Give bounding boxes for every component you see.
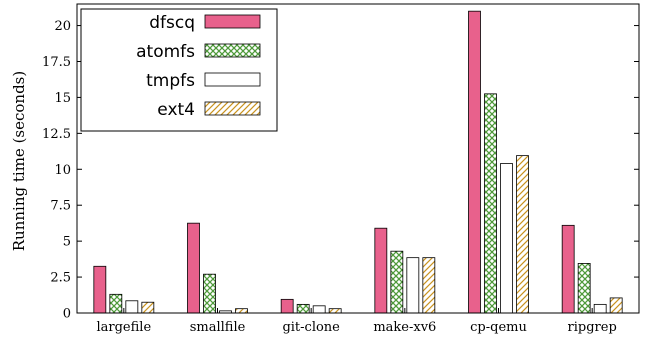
- bar-ext4-git-clone: [328, 308, 342, 314]
- bar-dfscq-ripgrep: [561, 224, 575, 314]
- bar-atomfs-smallfile: [203, 273, 216, 314]
- bar-ext4-cp-qemu: [516, 155, 529, 314]
- bar-tmpfs-cp-qemu: [500, 163, 513, 314]
- y-tick-label: 7.5: [50, 199, 71, 214]
- y-tick-label: 2.5: [50, 271, 71, 286]
- bar-atomfs-make-xv6: [390, 250, 404, 314]
- bar-tmpfs-ripgrep: [593, 303, 607, 314]
- bar-dfscq-smallfile: [187, 222, 200, 314]
- bar-tmpfs-largefile: [125, 300, 139, 314]
- bar-atomfs-ripgrep: [577, 263, 591, 314]
- legend-swatch-tmpfs: [204, 72, 261, 87]
- y-tick-label: 20: [54, 19, 71, 34]
- bar-dfscq-largefile: [93, 265, 107, 314]
- plot-frame: [76, 3, 640, 314]
- x-tick-labels: largefile smallfile git-clone make-xv6 cp-qe…: [96, 308, 617, 335]
- legend-swatch-ext4: [204, 101, 261, 116]
- y-tick-label: 0: [63, 307, 71, 322]
- legend-swatch-atomfs: [204, 43, 261, 58]
- x-tick-label: cp-qemu: [470, 320, 527, 335]
- bars: [93, 10, 623, 314]
- x-tick-label: smallfile: [190, 320, 246, 335]
- bar-atomfs-cp-qemu: [484, 93, 497, 314]
- legend-label-atomfs: atomfs: [136, 42, 195, 62]
- bar-dfscq-cp-qemu: [468, 10, 481, 314]
- y-tick-label: 10: [54, 163, 71, 178]
- bar-ext4-make-xv6: [422, 257, 436, 314]
- bar-dfscq-make-xv6: [374, 227, 388, 314]
- legend: dfscq atomfs tmpfs ext4: [80, 8, 278, 132]
- y-axis-label: Running time (seconds): [10, 71, 28, 251]
- y-tick-label: 12.5: [42, 127, 71, 142]
- legend-label-tmpfs: tmpfs: [146, 71, 195, 91]
- bar-ext4-largefile: [141, 301, 155, 314]
- bar-ext4-ripgrep: [609, 297, 623, 314]
- bar-atomfs-largefile: [109, 293, 123, 314]
- y-tick-label: 15: [54, 91, 71, 106]
- y-tick-label: 5: [63, 235, 71, 250]
- bar-tmpfs-make-xv6: [406, 257, 420, 314]
- legend-label-ext4: ext4: [157, 100, 195, 120]
- y-tick-label: 17.5: [42, 55, 71, 70]
- x-tick-label: ripgrep: [568, 320, 617, 335]
- x-tick-label: make-xv6: [373, 320, 436, 335]
- legend-swatch-dfscq: [204, 14, 261, 29]
- bar-ext4-smallfile: [235, 308, 248, 314]
- x-tick-label: largefile: [96, 320, 151, 335]
- bar-tmpfs-git-clone: [312, 305, 326, 314]
- y-ticks: 0 2.5 5 7.5 10 12.5 15 17.5 20: [42, 19, 639, 322]
- bar-dfscq-git-clone: [280, 298, 294, 314]
- x-tick-label: git-clone: [282, 320, 340, 335]
- bar-atomfs-git-clone: [296, 303, 310, 314]
- legend-label-dfscq: dfscq: [149, 13, 195, 33]
